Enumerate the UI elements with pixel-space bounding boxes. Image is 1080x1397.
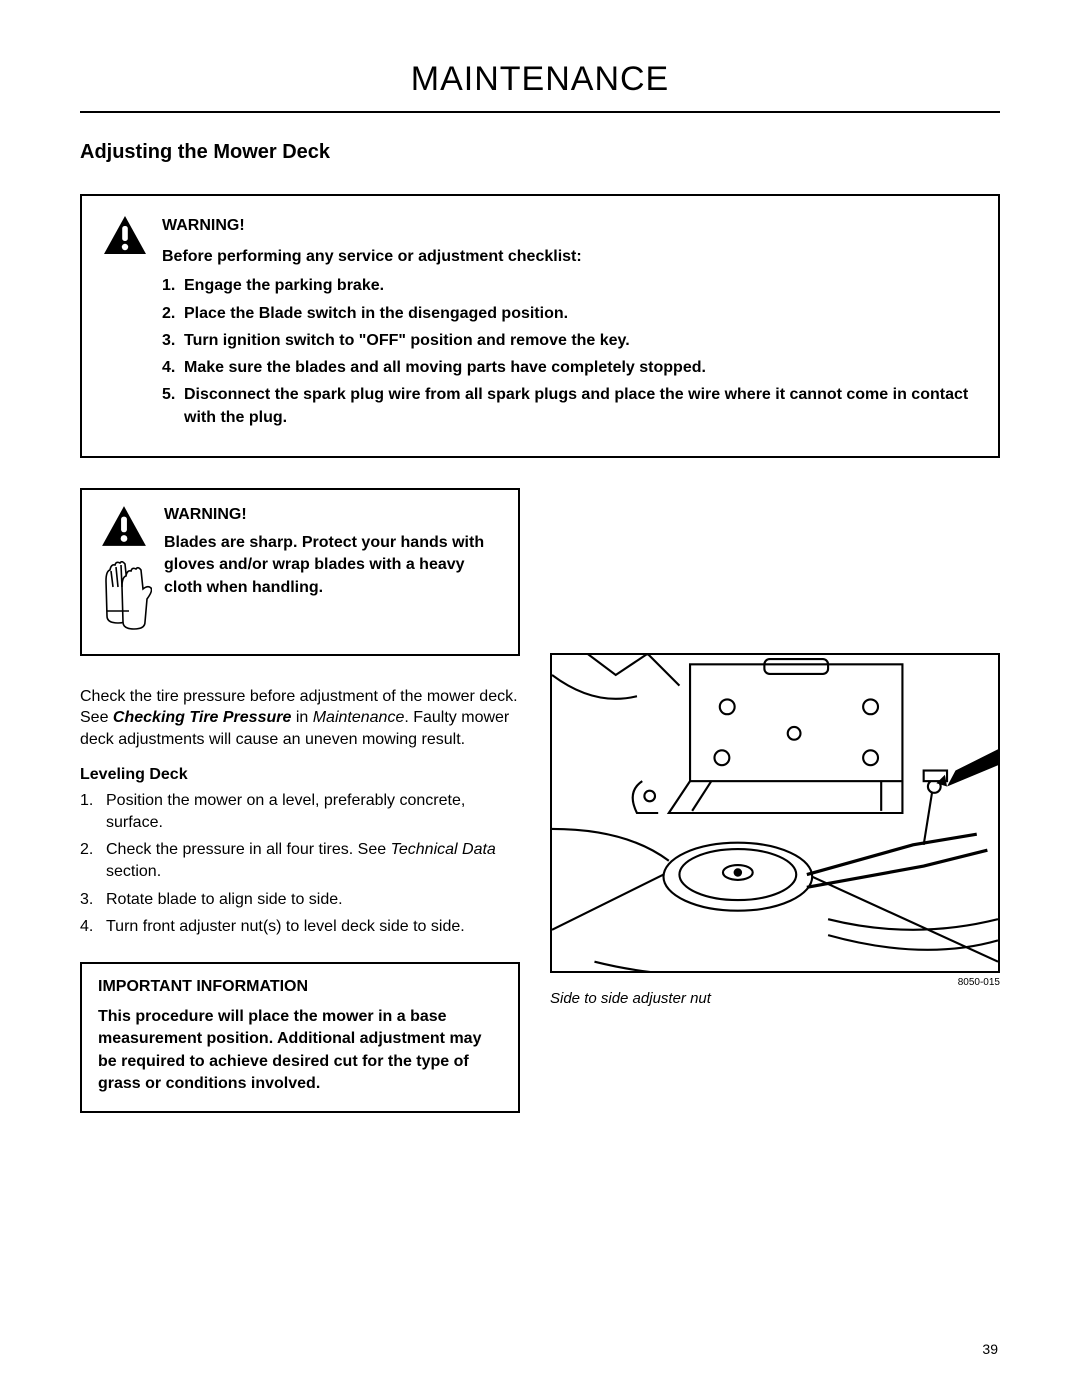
warning-main-box: WARNING! Before performing any service o… — [80, 194, 1000, 458]
step-post: section. — [106, 863, 161, 880]
warning-main-label: WARNING! — [162, 214, 978, 237]
step-text: Check the pressure in all four tires. Se… — [106, 841, 391, 858]
figure-caption: Side to side adjuster nut — [550, 990, 1000, 1007]
leveling-step: Check the pressure in all four tires. Se… — [106, 839, 520, 882]
warning-main-item: Place the Blade switch in the disengaged… — [184, 302, 978, 325]
warning-main-list: Engage the parking brake. Place the Blad… — [162, 274, 978, 429]
important-info-box: IMPORTANT INFORMATION This procedure wil… — [80, 962, 520, 1114]
body-text-mid: in — [291, 709, 312, 726]
important-info-label: IMPORTANT INFORMATION — [98, 978, 502, 996]
leveling-step: Position the mower on a level, preferabl… — [106, 790, 520, 833]
step-ital: Technical Data — [391, 841, 496, 858]
left-column: WARNING! Blades are sharp. Protect your … — [80, 488, 520, 1114]
two-column-layout: WARNING! Blades are sharp. Protect your … — [80, 488, 1000, 1114]
warning-main-item: Turn ignition switch to "OFF" position a… — [184, 329, 978, 352]
step-text: Position the mower on a level, preferabl… — [106, 792, 465, 831]
body-text-ital-ref: Maintenance — [313, 709, 405, 726]
warning-blades-icons — [96, 504, 152, 638]
warning-blades-body: Blades are sharp. Protect your hands wit… — [164, 532, 502, 599]
warning-blades-content: WARNING! Blades are sharp. Protect your … — [164, 504, 502, 600]
tire-pressure-paragraph: Check the tire pressure before adjustmen… — [80, 686, 520, 751]
step-text: Turn front adjuster nut(s) to level deck… — [106, 918, 465, 935]
figure-code: 8050-015 — [550, 977, 1000, 988]
warning-blades-box: WARNING! Blades are sharp. Protect your … — [80, 488, 520, 656]
gloves-icon — [96, 561, 152, 638]
page-title: MAINTENANCE — [80, 60, 1000, 113]
body-text-bold-ref: Checking Tire Pressure — [113, 709, 291, 726]
leveling-step: Rotate blade to align side to side. — [106, 889, 520, 911]
warning-main-content: WARNING! Before performing any service o… — [162, 214, 978, 434]
warning-main-item: Disconnect the spark plug wire from all … — [184, 383, 978, 429]
warning-triangle-icon — [102, 214, 148, 261]
leveling-heading: Leveling Deck — [80, 766, 520, 784]
warning-main-item: Make sure the blades and all moving part… — [184, 356, 978, 379]
page-number: 39 — [982, 1341, 998, 1357]
warning-blades-label: WARNING! — [164, 504, 502, 526]
warning-triangle-icon — [100, 504, 148, 553]
leveling-step: Turn front adjuster nut(s) to level deck… — [106, 916, 520, 938]
warning-main-lead: Before performing any service or adjustm… — [162, 245, 978, 268]
section-heading: Adjusting the Mower Deck — [80, 141, 1000, 164]
right-column: 8050-015 Side to side adjuster nut — [550, 488, 1000, 1007]
leveling-steps: Position the mower on a level, preferabl… — [80, 790, 520, 938]
important-info-body: This procedure will place the mower in a… — [98, 1006, 502, 1096]
warning-main-item: Engage the parking brake. — [184, 274, 978, 297]
figure-adjuster-nut — [550, 653, 1000, 973]
step-text: Rotate blade to align side to side. — [106, 891, 343, 908]
